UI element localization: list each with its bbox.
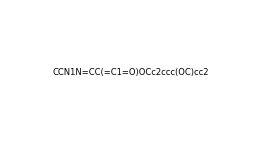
Text: CCN1N=CC(=C1=O)OCc2ccc(OC)cc2: CCN1N=CC(=C1=O)OCc2ccc(OC)cc2 [52, 68, 209, 76]
